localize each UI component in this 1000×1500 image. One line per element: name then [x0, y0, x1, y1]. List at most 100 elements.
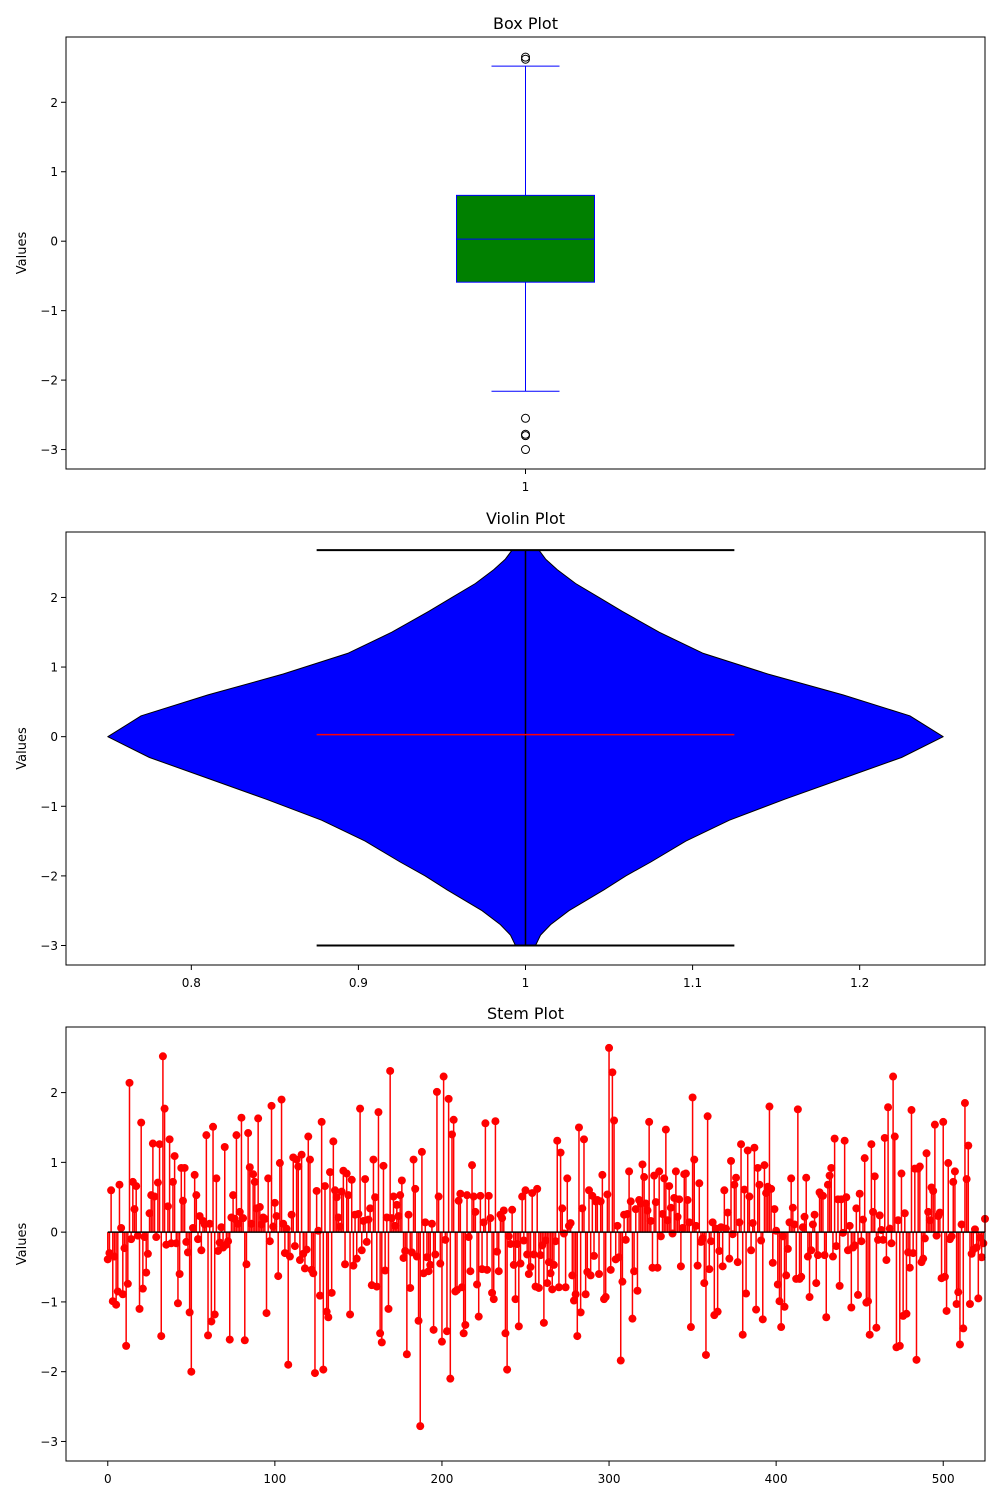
stem-marker [294, 1162, 303, 1171]
stem-marker [693, 1261, 702, 1270]
stem-marker [655, 1167, 664, 1176]
stem-marker [232, 1131, 241, 1140]
stem-marker [942, 1306, 951, 1315]
stem-marker [118, 1290, 127, 1299]
stem-marker [115, 1180, 124, 1189]
stem-marker [869, 1207, 878, 1216]
stem-marker [770, 1205, 779, 1214]
stem-marker [875, 1211, 884, 1220]
stem-marker [673, 1212, 682, 1221]
stem-marker [671, 1167, 680, 1176]
stem-marker [508, 1205, 517, 1214]
stem-marker [310, 1369, 319, 1378]
stem-marker [957, 1220, 966, 1229]
stem-marker [277, 1095, 286, 1104]
stem-marker [935, 1208, 944, 1217]
stem-marker [324, 1313, 333, 1322]
stem-marker [103, 1255, 112, 1264]
stem-marker [723, 1208, 732, 1217]
stem-marker [287, 1210, 296, 1219]
stem-marker [681, 1169, 690, 1178]
y-tick-label: 1 [50, 1156, 58, 1170]
stem-marker [247, 1219, 256, 1228]
stem-marker [750, 1143, 759, 1152]
stem-marker [175, 1270, 184, 1279]
y-tick-label: 2 [50, 591, 58, 605]
stem-marker [645, 1117, 654, 1126]
stem-marker [269, 1222, 278, 1231]
stem-marker [955, 1340, 964, 1349]
stem-marker [341, 1260, 350, 1269]
stem-marker [947, 1232, 956, 1241]
stem-marker [432, 1087, 441, 1096]
stem-marker [309, 1269, 318, 1278]
stem-marker [850, 1241, 859, 1250]
stem-marker [974, 1294, 983, 1303]
stem-marker [377, 1338, 386, 1347]
stem-lines [107, 1047, 986, 1427]
stem-marker [691, 1221, 700, 1230]
stem-marker [142, 1268, 151, 1277]
stem-marker [944, 1159, 953, 1168]
stem-marker [314, 1226, 323, 1235]
stem-marker [366, 1204, 375, 1213]
stem-marker [732, 1173, 741, 1182]
stem-marker [488, 1288, 497, 1297]
stem-marker [235, 1207, 244, 1216]
stem-marker [954, 1288, 963, 1297]
stem-marker [523, 1250, 532, 1259]
stem-marker [755, 1180, 764, 1189]
stem-marker [807, 1246, 816, 1255]
stem-marker [158, 1052, 167, 1061]
stem-marker [275, 1159, 284, 1168]
stem-marker [168, 1177, 177, 1186]
stem-marker [270, 1198, 279, 1207]
stem-marker [783, 1244, 792, 1253]
stem-marker [860, 1154, 869, 1163]
stem-marker [897, 1169, 906, 1178]
stem-marker [977, 1253, 986, 1262]
stem-marker [573, 1332, 582, 1341]
stem-marker [952, 1300, 961, 1309]
stem-marker [421, 1218, 430, 1227]
stem-marker [300, 1264, 309, 1273]
stem-marker [240, 1336, 249, 1345]
stem-marker [454, 1196, 463, 1205]
stem-marker [970, 1225, 979, 1234]
stem-marker [651, 1198, 660, 1207]
chart-title: Stem Plot [487, 1004, 564, 1023]
stem-marker [117, 1223, 126, 1232]
outlier-point [521, 52, 530, 62]
stem-marker [909, 1249, 918, 1258]
stem-marker [384, 1304, 393, 1313]
stem-marker [757, 1236, 766, 1245]
y-tick-label: 0 [50, 1226, 58, 1240]
stem-marker [543, 1279, 552, 1288]
stem-marker [483, 1265, 492, 1274]
stem-marker [905, 1263, 914, 1272]
stem-marker [125, 1078, 134, 1087]
stem-marker [765, 1102, 774, 1111]
stem-marker [646, 1216, 655, 1225]
stem-marker [962, 1175, 971, 1184]
stem-marker [972, 1243, 981, 1252]
stem-marker [596, 1197, 605, 1206]
stem-marker [803, 1252, 812, 1261]
stem-marker [700, 1279, 709, 1288]
stem-marker [132, 1182, 141, 1191]
stem-marker [180, 1163, 189, 1172]
stem-marker [832, 1242, 841, 1251]
stem-marker [516, 1259, 525, 1268]
stem-marker [855, 1189, 864, 1198]
stem-marker [581, 1290, 590, 1299]
stem-marker [658, 1209, 667, 1218]
stem-marker [625, 1167, 634, 1176]
stem-marker [608, 1068, 617, 1077]
stem-marker [409, 1155, 418, 1164]
stem-marker [810, 1210, 819, 1219]
stem-marker [434, 1192, 443, 1201]
stem-marker [767, 1184, 776, 1193]
stem-marker [431, 1250, 440, 1259]
stem-marker [396, 1191, 405, 1200]
